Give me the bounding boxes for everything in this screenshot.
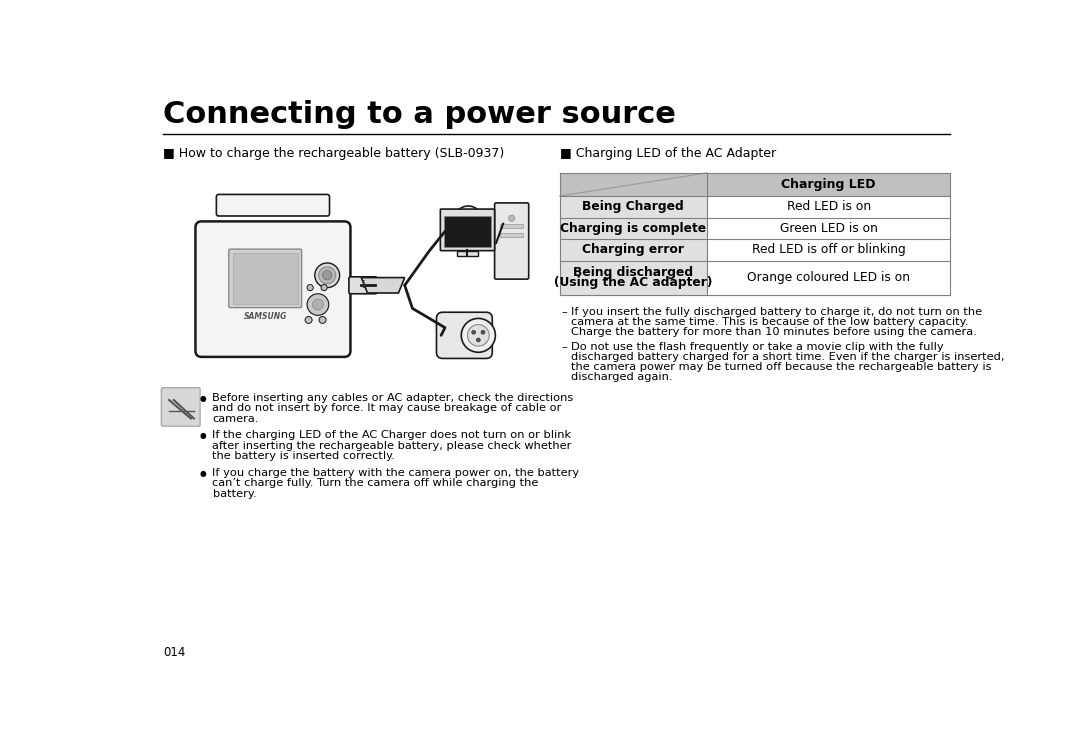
Text: Orange coloured LED is on: Orange coloured LED is on <box>747 271 910 284</box>
Circle shape <box>314 263 339 287</box>
Text: can’t charge fully. Turn the camera off while charging the: can’t charge fully. Turn the camera off … <box>213 478 539 488</box>
Circle shape <box>321 284 327 291</box>
Text: the battery is inserted correctly.: the battery is inserted correctly. <box>213 451 395 461</box>
Text: i: i <box>361 280 365 290</box>
Text: Do not use the flash frequently or take a movie clip with the fully: Do not use the flash frequently or take … <box>570 342 943 352</box>
Bar <box>500 233 524 237</box>
Circle shape <box>509 215 515 222</box>
Text: ●: ● <box>200 431 206 440</box>
Text: discharged battery charged for a short time. Even if the charger is inserted,: discharged battery charged for a short t… <box>570 352 1004 362</box>
Circle shape <box>307 294 328 315</box>
Bar <box>457 251 478 256</box>
Text: camera.: camera. <box>213 414 259 424</box>
Text: Charging is complete: Charging is complete <box>561 222 706 234</box>
Text: Red LED is off or blinking: Red LED is off or blinking <box>752 244 905 256</box>
Bar <box>707 261 950 295</box>
Text: Green LED is on: Green LED is on <box>780 222 878 234</box>
Bar <box>559 196 707 218</box>
Bar <box>559 261 707 295</box>
FancyBboxPatch shape <box>441 209 495 250</box>
Circle shape <box>323 271 332 280</box>
Text: –: – <box>562 342 567 352</box>
Text: Being Charged: Being Charged <box>582 201 685 213</box>
Text: Charging LED: Charging LED <box>781 178 876 191</box>
Text: Charging error: Charging error <box>582 244 685 256</box>
Text: ■ Charging LED of the AC Adapter: ■ Charging LED of the AC Adapter <box>559 148 775 161</box>
Text: battery.: battery. <box>213 489 256 498</box>
FancyBboxPatch shape <box>216 195 329 216</box>
Circle shape <box>319 267 336 284</box>
Text: Before inserting any cables or AC adapter, check the directions: Before inserting any cables or AC adapte… <box>213 393 573 403</box>
Bar <box>707 196 950 218</box>
Text: the camera power may be turned off because the rechargeable battery is: the camera power may be turned off becau… <box>570 362 991 372</box>
Circle shape <box>472 330 475 334</box>
Polygon shape <box>362 277 405 293</box>
Text: ●: ● <box>200 468 206 477</box>
Circle shape <box>312 299 323 310</box>
Text: Being discharged: Being discharged <box>573 265 693 279</box>
Text: after inserting the rechargeable battery, please check whether: after inserting the rechargeable battery… <box>213 441 572 451</box>
Text: –: – <box>562 307 567 317</box>
Circle shape <box>306 317 312 323</box>
Bar <box>232 253 298 304</box>
FancyBboxPatch shape <box>349 277 377 294</box>
Bar <box>707 239 950 261</box>
Circle shape <box>455 206 482 234</box>
Text: discharged again.: discharged again. <box>570 372 672 382</box>
Text: ●: ● <box>200 394 206 403</box>
Text: camera at the same time. This is because of the low battery capacity.: camera at the same time. This is because… <box>570 317 968 327</box>
Circle shape <box>461 318 496 352</box>
Text: If you charge the battery with the camera power on, the battery: If you charge the battery with the camer… <box>213 467 580 478</box>
FancyBboxPatch shape <box>229 249 301 308</box>
Bar <box>559 218 707 239</box>
FancyBboxPatch shape <box>474 210 504 229</box>
Text: If the charging LED of the AC Charger does not turn on or blink: If the charging LED of the AC Charger do… <box>213 431 571 440</box>
Text: Red LED is on: Red LED is on <box>786 201 870 213</box>
FancyBboxPatch shape <box>161 388 200 426</box>
Text: Connecting to a power source: Connecting to a power source <box>163 100 676 129</box>
Circle shape <box>307 284 313 291</box>
FancyBboxPatch shape <box>495 203 529 279</box>
Text: If you insert the fully discharged battery to charge it, do not turn on the: If you insert the fully discharged batte… <box>570 307 982 317</box>
Text: and do not insert by force. It may cause breakage of cable or: and do not insert by force. It may cause… <box>213 403 562 413</box>
Circle shape <box>468 324 489 346</box>
Text: Charge the battery for more than 10 minutes before using the camera.: Charge the battery for more than 10 minu… <box>570 327 976 337</box>
Circle shape <box>476 338 481 342</box>
Text: ■ How to charge the rechargeable battery (SLB-0937): ■ How to charge the rechargeable battery… <box>163 148 504 161</box>
Bar <box>444 216 490 247</box>
Bar <box>559 239 707 261</box>
Circle shape <box>481 330 485 334</box>
Bar <box>559 173 707 196</box>
FancyBboxPatch shape <box>195 222 350 357</box>
Text: (Using the AC adapter): (Using the AC adapter) <box>554 277 713 290</box>
Text: 014: 014 <box>163 645 186 659</box>
Bar <box>707 218 950 239</box>
Text: SAMSUNG: SAMSUNG <box>243 311 287 320</box>
Bar <box>707 173 950 196</box>
Circle shape <box>319 317 326 323</box>
FancyBboxPatch shape <box>436 312 492 358</box>
Bar <box>500 224 524 228</box>
